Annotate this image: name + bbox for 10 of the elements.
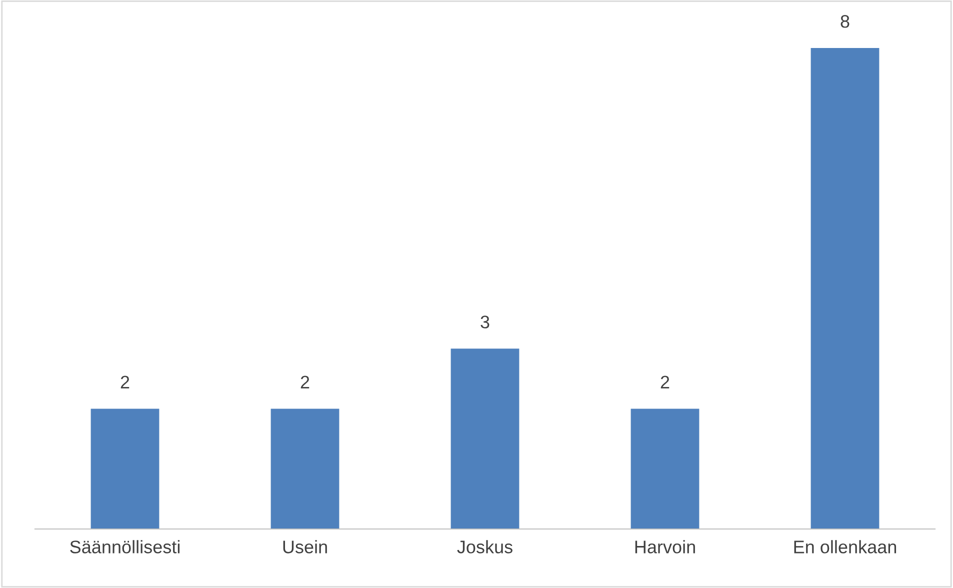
x-tick-label: Säännöllisesti xyxy=(70,540,180,554)
x-tick-label: Usein xyxy=(283,540,327,554)
data-label: 8 xyxy=(840,15,850,28)
data-label: 3 xyxy=(480,316,490,328)
data-label: 2 xyxy=(300,376,310,388)
data-label: 2 xyxy=(120,376,130,388)
x-tick-label: En ollenkaan xyxy=(794,540,896,554)
data-label: 2 xyxy=(660,376,670,388)
x-tick-label: Joskus xyxy=(457,540,512,554)
x-tick-label: Harvoin xyxy=(635,540,695,554)
